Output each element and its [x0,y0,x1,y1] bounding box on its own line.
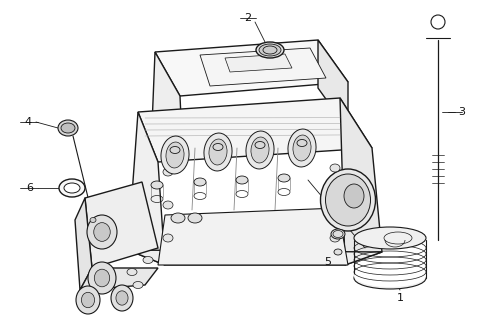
Ellipse shape [256,42,284,58]
Ellipse shape [330,234,340,242]
Text: 2: 2 [245,13,251,23]
Ellipse shape [354,267,426,289]
Ellipse shape [82,292,94,308]
Ellipse shape [143,257,153,263]
Polygon shape [128,250,382,265]
Ellipse shape [127,268,137,276]
Ellipse shape [133,282,143,289]
Ellipse shape [330,164,340,172]
Ellipse shape [170,147,180,154]
Ellipse shape [88,262,116,294]
Ellipse shape [326,174,370,226]
Ellipse shape [330,201,340,209]
Ellipse shape [161,136,189,174]
Ellipse shape [116,291,128,305]
Polygon shape [155,40,348,96]
Polygon shape [152,52,182,140]
Polygon shape [158,208,348,265]
Ellipse shape [64,183,80,193]
Ellipse shape [90,218,96,222]
Polygon shape [138,98,372,162]
Ellipse shape [151,181,163,189]
Polygon shape [225,54,292,72]
Ellipse shape [94,223,110,241]
Text: 6: 6 [26,183,33,193]
Ellipse shape [334,249,342,255]
Ellipse shape [163,168,173,176]
Text: 3: 3 [459,107,466,117]
Polygon shape [318,40,348,130]
Ellipse shape [213,143,223,150]
Ellipse shape [288,129,316,167]
Ellipse shape [163,234,173,242]
Ellipse shape [87,215,117,249]
Ellipse shape [194,178,206,186]
Ellipse shape [354,265,426,287]
Ellipse shape [59,179,85,197]
Ellipse shape [278,174,290,182]
Polygon shape [85,182,158,268]
Polygon shape [200,48,326,86]
Ellipse shape [255,141,265,148]
Text: 4: 4 [24,117,32,127]
Ellipse shape [297,140,307,147]
Ellipse shape [354,227,426,249]
Ellipse shape [94,269,110,287]
Ellipse shape [209,139,227,165]
Polygon shape [128,112,165,265]
Polygon shape [80,268,158,290]
Text: 1: 1 [397,293,404,303]
Ellipse shape [354,227,426,249]
Ellipse shape [58,120,78,136]
Ellipse shape [111,285,133,311]
Ellipse shape [344,184,364,208]
Ellipse shape [236,176,248,184]
Text: 5: 5 [325,257,331,267]
Ellipse shape [251,137,269,163]
Polygon shape [340,98,382,265]
Ellipse shape [293,135,311,161]
Ellipse shape [61,123,75,133]
Ellipse shape [76,286,100,314]
Ellipse shape [259,44,281,56]
Ellipse shape [163,201,173,209]
Ellipse shape [166,142,184,168]
Polygon shape [75,198,92,290]
Ellipse shape [204,133,232,171]
Ellipse shape [246,131,274,169]
Ellipse shape [321,169,376,231]
Ellipse shape [171,213,185,223]
Ellipse shape [188,213,202,223]
Ellipse shape [331,229,345,239]
